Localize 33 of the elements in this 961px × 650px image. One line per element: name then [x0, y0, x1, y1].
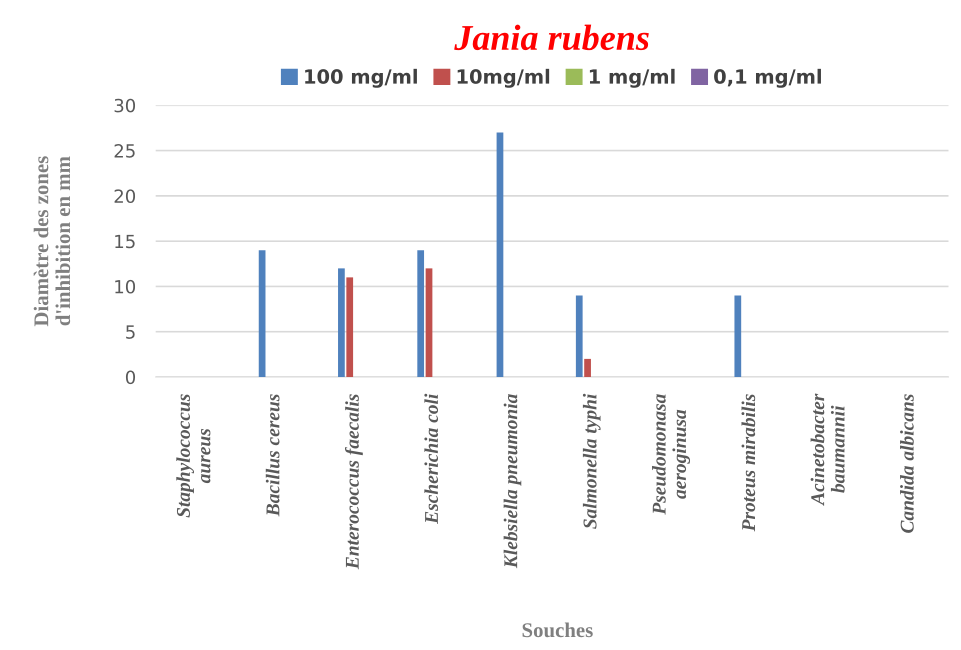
chart-title: Jania rubens — [454, 24, 649, 50]
y-tick-label: 10 — [115, 280, 136, 294]
y-tick-label: 15 — [115, 234, 135, 248]
bar — [426, 268, 432, 377]
y-tick-label: 20 — [114, 189, 136, 203]
bar — [496, 132, 504, 377]
bar — [338, 268, 345, 377]
bar — [584, 358, 591, 377]
x-tick-label: Enterococcus faecalis — [344, 394, 363, 570]
y-tick-label: 0 — [126, 370, 136, 384]
x-tick-label: Candida albicans — [900, 394, 914, 533]
legend-label: 10mg/ml — [458, 68, 550, 88]
y-tick-label: 5 — [126, 325, 135, 339]
x-tick-label: Escherichia coli — [424, 394, 438, 524]
x-axis-title: Souches — [522, 622, 593, 638]
bar — [258, 250, 266, 377]
legend-label: 1 mg/ml — [590, 68, 675, 88]
x-tick-label: Salmonella typhi — [582, 394, 601, 529]
y-axis-title: Diamètre des zones d'inhibition en mm — [34, 156, 70, 326]
x-tick-label: Acinetobacter baumannii — [810, 394, 845, 506]
bar — [576, 295, 583, 377]
x-tick-label: Klebsiella pneumonia — [504, 394, 522, 568]
legend-label: 0,1 mg/ml — [714, 68, 821, 88]
bar — [346, 277, 354, 377]
y-tick-label: 25 — [114, 144, 135, 158]
x-tick-label: Bacillus cereus — [266, 394, 280, 516]
bar — [734, 295, 742, 377]
bar — [417, 250, 424, 377]
legend-label: 100 mg/ml — [305, 68, 417, 88]
x-tick-label: Proteus mirabilis — [741, 394, 756, 532]
y-tick-label: 30 — [114, 98, 136, 112]
x-tick-label: Staphylococcus aureus — [176, 394, 210, 518]
x-tick-label: Pseudomonasa aeroginusa — [652, 394, 690, 515]
